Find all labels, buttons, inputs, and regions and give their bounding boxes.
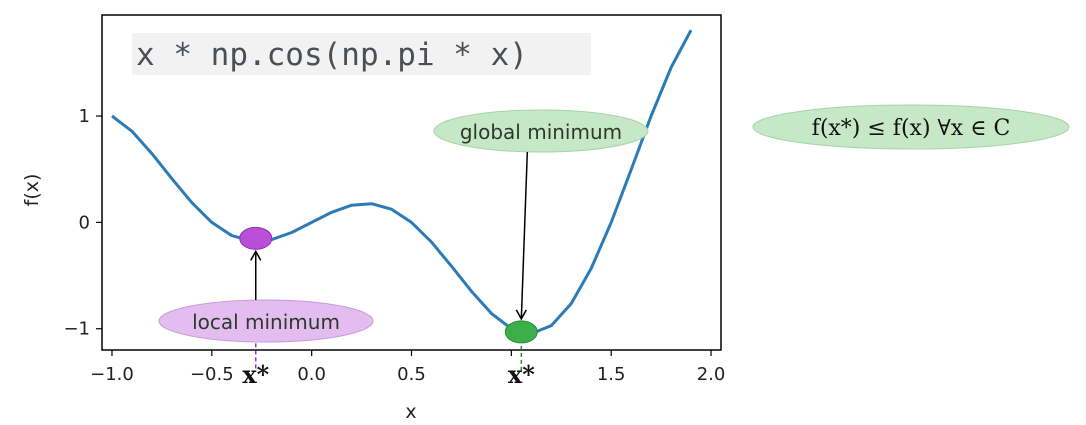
global-minimum-arrow: [520, 151, 529, 319]
global-minimum-point: [504, 320, 538, 344]
global-minimizer-label: x*: [508, 360, 535, 389]
global-minimum-arrowhead: [515, 309, 527, 321]
x-tick-label: 0.5: [397, 364, 426, 385]
title-background: [132, 33, 591, 75]
local-minimizer-label: x*: [242, 360, 269, 389]
optimality-formula: f(x*) ≤ f(x) ∀x ∈ C: [812, 116, 1011, 141]
chart-title: x * np.cos(np.pi * x): [136, 37, 528, 73]
y-tick-label: −1: [63, 319, 90, 340]
x-tick-label: −0.5: [190, 364, 234, 385]
x-axis-label: x: [405, 401, 416, 423]
x-tick-label: 1.5: [597, 364, 626, 385]
x-tick-label: 0.0: [297, 364, 326, 385]
formula-bubble: [752, 104, 1070, 150]
global-minimum-label: global minimum: [460, 120, 622, 144]
x-ticks: −1.0 −0.5 0.0 0.5 1.5 2.0: [90, 350, 725, 385]
series-line: [111, 29, 693, 336]
local-minimum-label-bubble: [158, 299, 374, 343]
x-tick-label: −1.0: [90, 364, 134, 385]
y-axis-label: f(x): [21, 174, 43, 207]
x-tick-label: 2.0: [697, 364, 726, 385]
y-tick-label: 0: [79, 212, 90, 233]
local-minimum-point: [239, 226, 273, 250]
y-tick-label: 1: [79, 106, 90, 127]
local-minimum-arrowhead: [250, 249, 262, 261]
y-ticks: 1 0 −1: [63, 106, 102, 340]
global-minimum-label-bubble: [433, 109, 649, 153]
local-minimum-label: local minimum: [192, 310, 340, 334]
